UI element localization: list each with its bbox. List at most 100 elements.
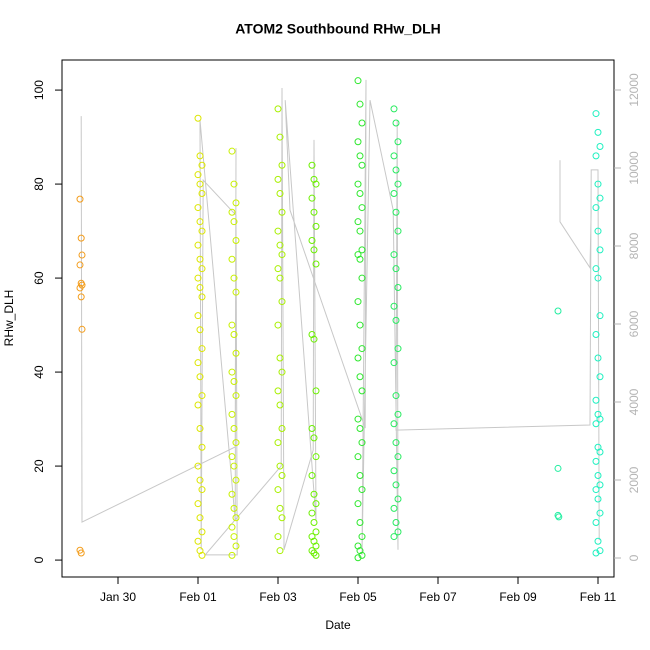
point [228, 368, 236, 376]
point [196, 547, 204, 555]
point [354, 77, 362, 85]
point [312, 551, 320, 559]
point [196, 514, 204, 522]
point [390, 504, 398, 512]
point [76, 284, 84, 292]
point [594, 274, 602, 282]
point [354, 554, 362, 562]
point [198, 443, 206, 451]
y2-tick-label: 2000 [627, 466, 641, 493]
point [358, 533, 366, 541]
x-tick-label: Feb 11 [580, 590, 617, 604]
point [390, 467, 398, 475]
point [278, 208, 286, 216]
point [312, 528, 320, 536]
point [394, 283, 402, 291]
point [230, 218, 238, 226]
point [592, 110, 600, 118]
point [76, 261, 84, 269]
y-axis-label: RHw_DLH [2, 290, 16, 347]
point [392, 166, 400, 174]
point [308, 236, 316, 244]
point [77, 234, 85, 242]
point [354, 542, 362, 550]
point [308, 424, 316, 432]
point [356, 321, 364, 329]
point [312, 453, 320, 461]
point [390, 251, 398, 259]
point [592, 549, 600, 557]
point [312, 542, 320, 550]
point [77, 549, 85, 557]
point [230, 180, 238, 188]
point [554, 464, 562, 472]
point [228, 147, 236, 155]
point [356, 547, 364, 555]
point [308, 471, 316, 479]
point [278, 471, 286, 479]
point [274, 486, 282, 494]
point [274, 387, 282, 395]
point [194, 537, 202, 545]
point [276, 547, 284, 555]
point [596, 142, 604, 150]
y-tick-label: 80 [32, 177, 46, 191]
point [596, 448, 604, 456]
point [358, 345, 366, 353]
point [276, 189, 284, 197]
point [230, 533, 238, 541]
point [276, 504, 284, 512]
point [196, 283, 204, 291]
plot-frame [61, 59, 615, 578]
point [78, 325, 86, 333]
y-tick-label: 60 [32, 271, 46, 285]
point [232, 236, 240, 244]
point [230, 274, 238, 282]
point [198, 265, 206, 273]
point [358, 204, 366, 212]
x-tick-label: Feb 01 [179, 590, 217, 604]
point [308, 509, 316, 517]
point [592, 457, 600, 465]
point [196, 373, 204, 381]
point [194, 401, 202, 409]
point [594, 180, 602, 188]
point [354, 453, 362, 461]
point [594, 128, 602, 136]
point [232, 476, 240, 484]
point [308, 547, 316, 555]
point [358, 161, 366, 169]
point [555, 513, 563, 521]
point [198, 189, 206, 197]
point [194, 312, 202, 320]
point [228, 255, 236, 263]
point [592, 330, 600, 338]
point [276, 401, 284, 409]
point [592, 204, 600, 212]
point [312, 387, 320, 395]
point [194, 500, 202, 508]
point [228, 410, 236, 418]
point [228, 523, 236, 531]
y-tick-label: 100 [32, 80, 46, 100]
point [196, 326, 204, 334]
point [594, 471, 602, 479]
point [196, 152, 204, 160]
point [394, 345, 402, 353]
point [194, 462, 202, 470]
point [356, 471, 364, 479]
point [394, 453, 402, 461]
point [232, 439, 240, 447]
point [310, 175, 318, 183]
point [198, 293, 206, 301]
point [196, 255, 204, 263]
point [198, 486, 206, 494]
point [278, 161, 286, 169]
y-tick-label: 0 [32, 556, 46, 563]
point [308, 330, 316, 338]
point [310, 335, 318, 343]
point [308, 161, 316, 169]
point [354, 354, 362, 362]
point [592, 396, 600, 404]
